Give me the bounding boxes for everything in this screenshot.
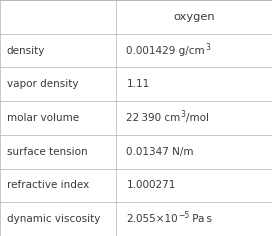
Text: 0.001429 g/cm: 0.001429 g/cm xyxy=(126,46,205,55)
Text: 22 390 cm: 22 390 cm xyxy=(126,113,181,123)
Text: surface tension: surface tension xyxy=(7,147,87,157)
Text: 3: 3 xyxy=(181,110,186,119)
Text: /mol: /mol xyxy=(186,113,209,123)
Text: Pa s: Pa s xyxy=(189,214,212,224)
Text: 1.11: 1.11 xyxy=(126,79,150,89)
Text: 2.055×10: 2.055×10 xyxy=(126,214,178,224)
Text: density: density xyxy=(7,46,45,55)
Text: refractive index: refractive index xyxy=(7,181,89,190)
Text: 0.01347 N/m: 0.01347 N/m xyxy=(126,147,194,157)
Text: dynamic viscosity: dynamic viscosity xyxy=(7,214,100,224)
Text: 3: 3 xyxy=(205,43,210,52)
Text: oxygen: oxygen xyxy=(173,12,215,22)
Text: molar volume: molar volume xyxy=(7,113,79,123)
Text: vapor density: vapor density xyxy=(7,79,78,89)
Text: −5: −5 xyxy=(178,211,189,220)
Text: 1.000271: 1.000271 xyxy=(126,181,176,190)
